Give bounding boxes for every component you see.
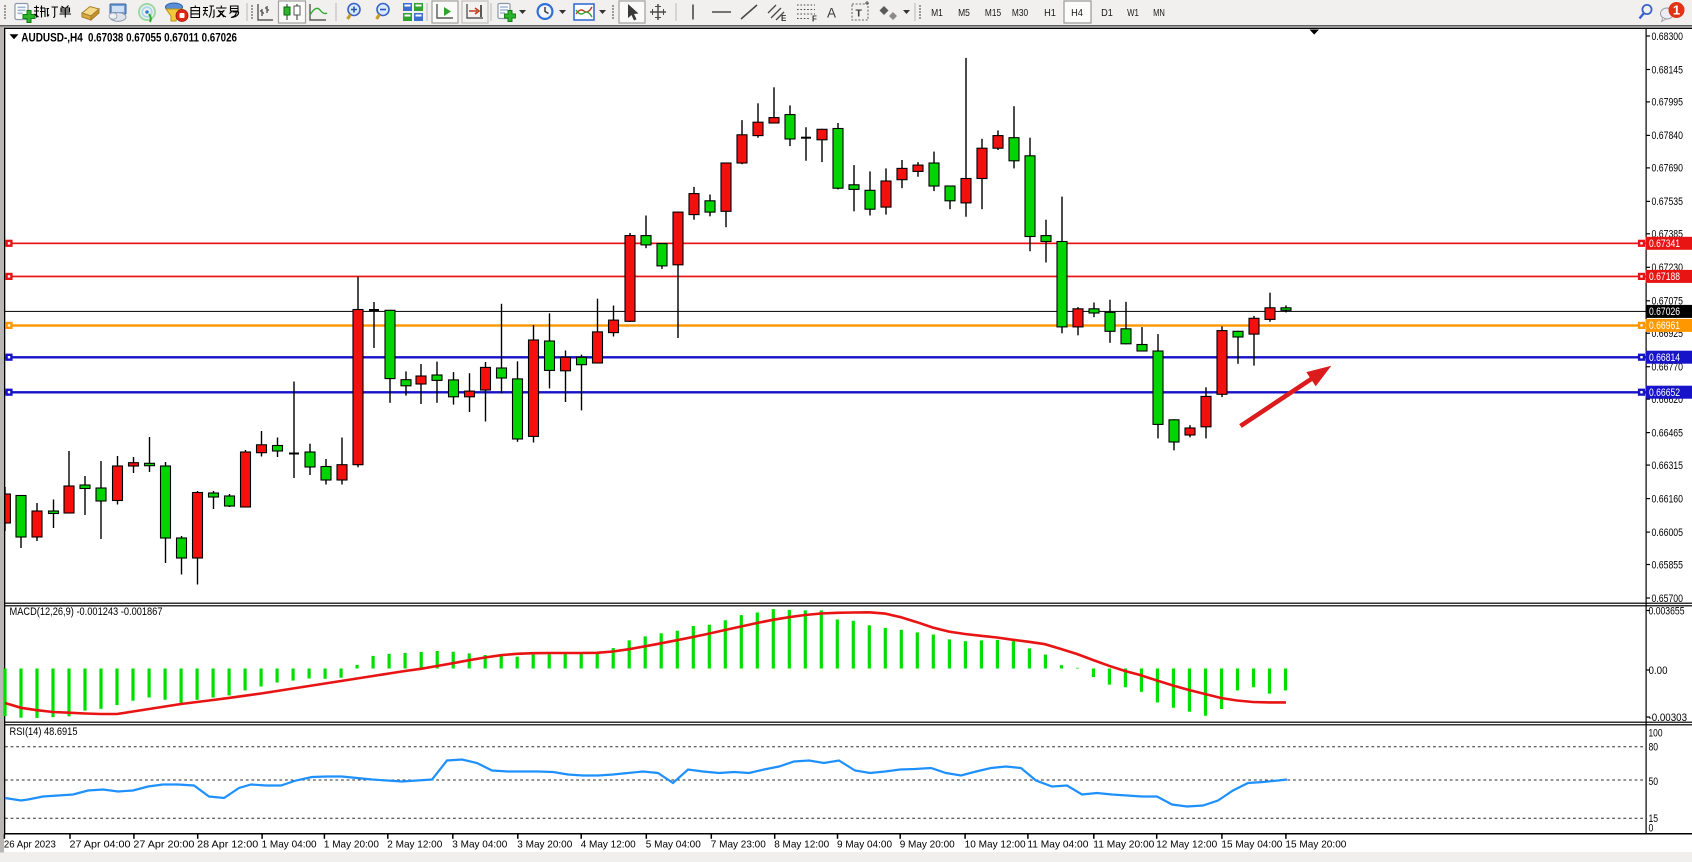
- svg-text:0.66652: 0.66652: [1649, 387, 1680, 399]
- svg-text:MN: MN: [1153, 7, 1165, 19]
- svg-text:11 May 04:00: 11 May 04:00: [1027, 839, 1088, 850]
- svg-text:80: 80: [1649, 742, 1659, 754]
- svg-text:A: A: [827, 6, 836, 21]
- svg-text:2 May 12:00: 2 May 12:00: [387, 839, 442, 850]
- svg-text:3 May 04:00: 3 May 04:00: [452, 839, 507, 850]
- svg-text:MACD(12,26,9) -0.001243 -0.001: MACD(12,26,9) -0.001243 -0.001867: [10, 606, 163, 618]
- svg-text:28 Apr 12:00: 28 Apr 12:00: [197, 839, 258, 850]
- svg-text:1 May 20:00: 1 May 20:00: [324, 839, 379, 850]
- svg-text:M15: M15: [985, 7, 1001, 19]
- svg-text:0.67995: 0.67995: [1652, 97, 1684, 109]
- svg-text:RSI(14) 48.6915: RSI(14) 48.6915: [10, 726, 78, 738]
- svg-text:0.66005: 0.66005: [1652, 527, 1684, 539]
- svg-text:0.67535: 0.67535: [1652, 196, 1684, 208]
- svg-text:12 May 12:00: 12 May 12:00: [1156, 839, 1217, 850]
- svg-text:0.67188: 0.67188: [1649, 271, 1680, 283]
- svg-text:-0.00303: -0.00303: [1649, 712, 1688, 724]
- svg-text:0.66315: 0.66315: [1652, 460, 1684, 472]
- svg-text:H1: H1: [1044, 7, 1056, 19]
- svg-text:3 May 20:00: 3 May 20:00: [517, 839, 572, 850]
- svg-text:0.66961: 0.66961: [1649, 320, 1680, 332]
- svg-text:0.65855: 0.65855: [1652, 559, 1684, 571]
- svg-text:15 May 20:00: 15 May 20:00: [1285, 839, 1346, 850]
- svg-text:15 May 04:00: 15 May 04:00: [1221, 839, 1282, 850]
- svg-text:0.00: 0.00: [1649, 665, 1668, 677]
- svg-text:8 May 12:00: 8 May 12:00: [774, 839, 829, 850]
- svg-text:0.66465: 0.66465: [1652, 427, 1684, 439]
- svg-text:0.66814: 0.66814: [1649, 352, 1680, 364]
- svg-text:0.67341: 0.67341: [1649, 238, 1680, 250]
- svg-text:0.67690: 0.67690: [1652, 163, 1684, 175]
- svg-text:1: 1: [1673, 3, 1680, 18]
- svg-text:100: 100: [1649, 727, 1663, 739]
- svg-text:1 May 04:00: 1 May 04:00: [262, 839, 317, 850]
- svg-text:0.68145: 0.68145: [1652, 64, 1684, 76]
- svg-text:0.65700: 0.65700: [1652, 593, 1684, 605]
- svg-text:0.66160: 0.66160: [1652, 493, 1684, 505]
- svg-text:W1: W1: [1127, 7, 1139, 19]
- svg-text:9 May 04:00: 9 May 04:00: [837, 839, 892, 850]
- svg-text:H4: H4: [1071, 7, 1083, 19]
- svg-text:0.003655: 0.003655: [1649, 605, 1685, 617]
- svg-text:5 May 04:00: 5 May 04:00: [646, 839, 701, 850]
- svg-text:26 Apr 2023: 26 Apr 2023: [4, 839, 56, 850]
- svg-text:F: F: [812, 15, 817, 24]
- svg-text:M5: M5: [958, 7, 970, 19]
- svg-text:AUDUSD-,H4: AUDUSD-,H4: [21, 33, 83, 45]
- svg-text:4 May 12:00: 4 May 12:00: [581, 839, 636, 850]
- svg-text:T: T: [856, 8, 863, 20]
- svg-text:10 May 12:00: 10 May 12:00: [965, 839, 1026, 850]
- svg-text:M1: M1: [931, 7, 943, 19]
- svg-text:0.67038 0.67055 0.67011 0.6702: 0.67038 0.67055 0.67011 0.67026: [88, 33, 237, 45]
- svg-text:D1: D1: [1101, 7, 1113, 19]
- svg-text:50: 50: [1649, 776, 1659, 788]
- svg-text:E: E: [781, 14, 787, 23]
- svg-text:9 May 20:00: 9 May 20:00: [900, 839, 955, 850]
- svg-text:0: 0: [1649, 822, 1654, 834]
- svg-text:M30: M30: [1012, 7, 1028, 19]
- svg-text:27 Apr 20:00: 27 Apr 20:00: [133, 839, 194, 850]
- svg-text:11 May 20:00: 11 May 20:00: [1093, 839, 1154, 850]
- svg-text:0.68300: 0.68300: [1652, 31, 1684, 43]
- svg-text:0.67840: 0.67840: [1652, 130, 1684, 142]
- svg-text:7 May 23:00: 7 May 23:00: [711, 839, 766, 850]
- svg-text:0.67026: 0.67026: [1649, 306, 1680, 318]
- svg-text:27 Apr 04:00: 27 Apr 04:00: [70, 839, 131, 850]
